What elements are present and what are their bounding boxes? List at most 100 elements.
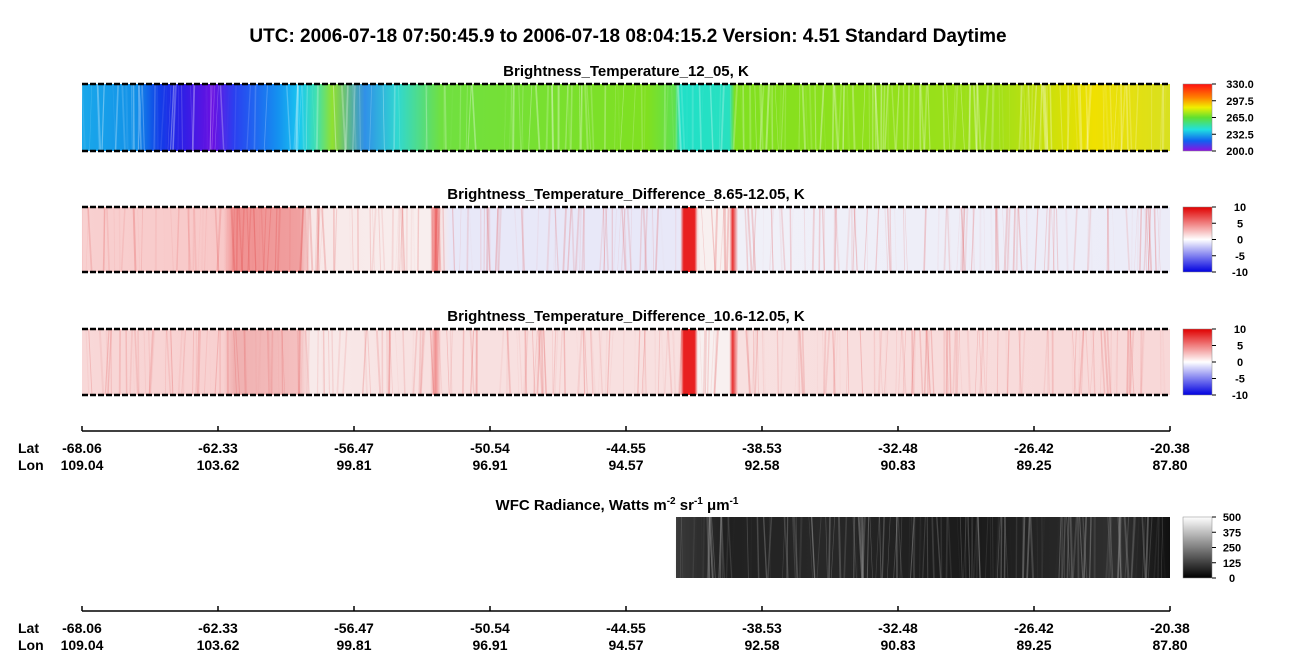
streak (138, 329, 139, 395)
streak (1021, 84, 1022, 151)
panel-image (82, 84, 1170, 151)
streak (394, 84, 395, 151)
lat-tick-label: -62.33 (198, 440, 238, 456)
lon-tick-label: 94.57 (608, 457, 643, 473)
streak (977, 84, 978, 151)
title-sup: -1 (730, 496, 739, 507)
lat-tick-label: -20.38 (1150, 620, 1190, 636)
panel-title: Brightness_Temperature_Difference_8.65-1… (447, 186, 805, 203)
streak (724, 207, 725, 272)
colorbar-label: 330.0 (1226, 79, 1254, 91)
streak (445, 84, 446, 151)
streak (956, 329, 957, 395)
colorbar-label: 375 (1223, 527, 1241, 539)
streak (992, 84, 993, 151)
streak (1001, 517, 1002, 578)
lon-tick-label: 103.62 (197, 457, 240, 473)
streak (324, 329, 325, 395)
colorbar-label: 232.5 (1226, 129, 1254, 141)
lon-tick-label: 96.91 (472, 457, 507, 473)
colorbar-label: -5 (1235, 251, 1245, 263)
streak (642, 84, 643, 151)
lat-tick-label: -44.55 (606, 440, 646, 456)
colorbar-label: 200.0 (1226, 146, 1254, 158)
streak (1143, 207, 1144, 272)
streak (133, 84, 134, 151)
lat-tick-label: -32.48 (878, 620, 918, 636)
streak (863, 517, 864, 578)
streak (463, 329, 464, 395)
colorbar (1183, 329, 1212, 395)
streak (564, 329, 565, 395)
colorbar-label: 250 (1223, 543, 1241, 555)
streak (512, 84, 513, 151)
colorbar-label: 125 (1223, 558, 1241, 570)
streak (259, 207, 260, 272)
streak (1017, 207, 1018, 272)
streak (119, 207, 120, 272)
title-part: WFC Radiance, Watts m (496, 497, 667, 514)
streak (704, 329, 705, 395)
lon-tick-label: 87.80 (1152, 637, 1187, 653)
lon-tick-label: 99.81 (336, 457, 371, 473)
colorbar (1183, 84, 1212, 151)
lon-tick-label: 87.80 (1152, 457, 1187, 473)
lon-label: Lon (18, 457, 44, 473)
lat-tick-label: -68.06 (62, 620, 102, 636)
lon-tick-label: 89.25 (1016, 457, 1051, 473)
streak (785, 84, 786, 151)
streak (441, 207, 442, 272)
colorbar (1183, 207, 1212, 272)
lat-tick-label: -32.48 (878, 440, 918, 456)
streak (676, 84, 677, 151)
panel-title: Brightness_Temperature_12_05, K (503, 63, 749, 80)
streak (1006, 329, 1007, 395)
lat-tick-label: -26.42 (1014, 620, 1054, 636)
streak (317, 84, 318, 151)
streak (927, 517, 928, 578)
streak (1132, 207, 1133, 272)
colorbar-label: -5 (1235, 374, 1245, 386)
streak (298, 329, 299, 395)
lon-tick-label: 89.25 (1016, 637, 1051, 653)
streak (157, 84, 158, 151)
streak (237, 207, 238, 272)
colorbar-label: -10 (1232, 390, 1248, 402)
colorbar-label: 500 (1223, 512, 1241, 524)
colorbar-label: 5 (1237, 218, 1243, 230)
colorbar-label: 297.5 (1226, 96, 1254, 108)
panel-title: Brightness_Temperature_Difference_10.6-1… (447, 308, 805, 325)
panel-title: WFC Radiance, Watts m-2 sr-1 μm-1 (496, 496, 739, 514)
streak (720, 517, 721, 578)
lat-tick-label: -50.54 (470, 440, 510, 456)
streak (703, 517, 704, 578)
lat-tick-label: -20.38 (1150, 440, 1190, 456)
colorbar-label: -10 (1232, 267, 1248, 279)
title-part: μm (703, 497, 730, 514)
colorbar (1183, 517, 1212, 578)
streak (993, 517, 994, 578)
colorbar-label: 265.0 (1226, 113, 1254, 125)
lon-label: Lon (18, 637, 44, 653)
streak (253, 207, 254, 272)
lon-tick-label: 92.58 (744, 637, 779, 653)
streak (822, 84, 823, 151)
lon-tick-label: 103.62 (197, 637, 240, 653)
streak (467, 207, 468, 272)
lon-tick-label: 96.91 (472, 637, 507, 653)
streak (813, 207, 814, 272)
colorbar-label: 0 (1229, 573, 1235, 585)
colorbar-label: 0 (1237, 235, 1243, 247)
lat-tick-label: -62.33 (198, 620, 238, 636)
streak (513, 84, 514, 151)
lat-label: Lat (18, 440, 39, 456)
streak (571, 84, 572, 151)
streak (392, 207, 393, 272)
streak (1138, 207, 1139, 272)
lon-tick-label: 94.57 (608, 637, 643, 653)
lat-tick-label: -38.53 (742, 440, 782, 456)
streak (370, 207, 371, 272)
streak (700, 84, 701, 151)
streak (487, 207, 488, 272)
